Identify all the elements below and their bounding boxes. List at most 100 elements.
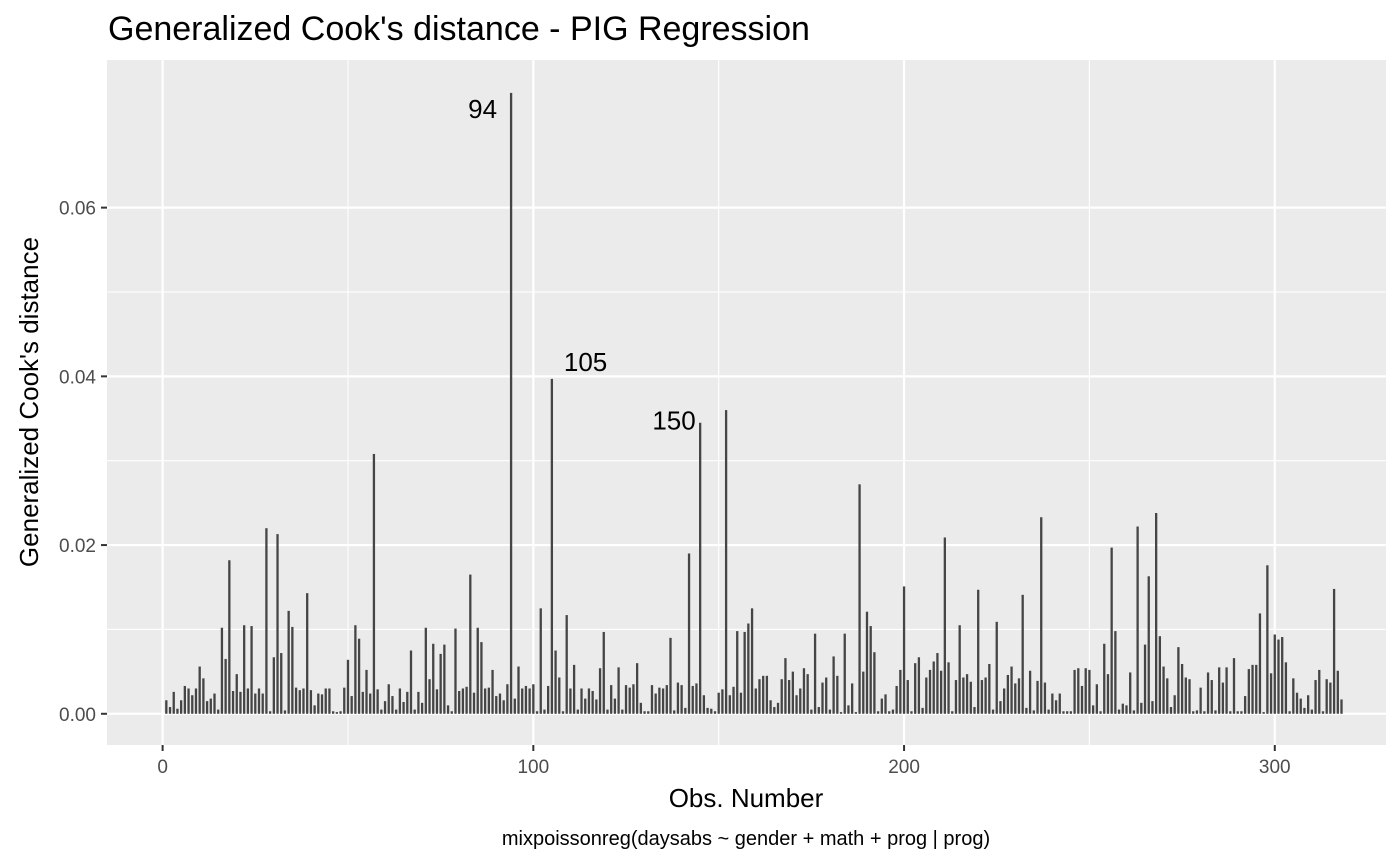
bar-obs-290 bbox=[1236, 711, 1239, 714]
bar-obs-55 bbox=[365, 669, 368, 714]
bar-obs-312 bbox=[1318, 669, 1321, 714]
x-axis-title: Obs. Number bbox=[669, 783, 824, 813]
bar-obs-75 bbox=[439, 653, 442, 714]
bar-obs-239 bbox=[1047, 709, 1050, 714]
bar-obs-51 bbox=[350, 696, 353, 714]
bar-obs-258 bbox=[1117, 709, 1121, 714]
bar-obs-282 bbox=[1206, 672, 1210, 714]
bar-obs-17 bbox=[224, 658, 227, 714]
bar-obs-192 bbox=[873, 652, 876, 714]
bar-obs-184 bbox=[843, 633, 846, 714]
bar-obs-176 bbox=[813, 633, 817, 714]
bar-obs-232 bbox=[1021, 594, 1024, 714]
bar-obs-317 bbox=[1336, 670, 1339, 714]
bar-obs-146 bbox=[702, 695, 706, 714]
bar-obs-231 bbox=[1017, 678, 1021, 714]
bar-obs-103 bbox=[543, 709, 546, 714]
bar-obs-10 bbox=[198, 666, 201, 714]
bar-obs-158 bbox=[747, 623, 750, 714]
bar-obs-196 bbox=[888, 711, 891, 714]
bar-obs-59 bbox=[380, 709, 383, 714]
bar-obs-246 bbox=[1073, 669, 1076, 714]
bar-obs-288 bbox=[1229, 711, 1232, 714]
bar-obs-174 bbox=[806, 674, 809, 714]
x-tick-label: 200 bbox=[888, 757, 920, 778]
bar-obs-8 bbox=[191, 695, 194, 714]
bar-obs-198 bbox=[895, 685, 898, 714]
bar-obs-212 bbox=[947, 662, 950, 714]
bar-obs-145 bbox=[699, 422, 702, 714]
bar-obs-259 bbox=[1121, 703, 1124, 714]
bar-obs-13 bbox=[209, 698, 212, 714]
bar-obs-277 bbox=[1188, 679, 1191, 714]
bar-obs-23 bbox=[246, 688, 250, 714]
bar-obs-292 bbox=[1243, 696, 1247, 714]
bar-obs-47 bbox=[335, 712, 338, 714]
bar-obs-254 bbox=[1103, 643, 1106, 714]
bar-obs-48 bbox=[339, 711, 342, 714]
bar-obs-30 bbox=[272, 657, 275, 714]
bar-obs-148 bbox=[710, 708, 713, 714]
annotations: 94 105 150 bbox=[468, 94, 696, 436]
bar-obs-91 bbox=[498, 693, 502, 714]
annotation-label-94: 94 bbox=[468, 94, 497, 124]
bar-obs-247 bbox=[1077, 668, 1080, 714]
bar-obs-256 bbox=[1110, 547, 1113, 714]
bar-obs-42 bbox=[317, 693, 320, 714]
bar-obs-38 bbox=[302, 688, 305, 714]
bar-obs-195 bbox=[884, 694, 887, 714]
bar-obs-249 bbox=[1084, 668, 1087, 714]
bar-obs-58 bbox=[376, 689, 379, 714]
bar-obs-201 bbox=[906, 680, 909, 714]
bar-obs-253 bbox=[1099, 711, 1102, 714]
bar-obs-102 bbox=[539, 608, 542, 714]
bar-obs-99 bbox=[528, 688, 531, 714]
bar-obs-141 bbox=[684, 707, 687, 714]
bar-obs-134 bbox=[658, 687, 661, 714]
bar-obs-67 bbox=[409, 650, 413, 714]
bar-obs-182 bbox=[836, 675, 839, 714]
bar-obs-281 bbox=[1203, 711, 1206, 714]
bar-obs-78 bbox=[450, 711, 453, 714]
bar-obs-70 bbox=[420, 702, 424, 714]
bar-obs-234 bbox=[1028, 670, 1032, 714]
bar-obs-163 bbox=[765, 675, 769, 714]
bar-obs-284 bbox=[1214, 710, 1217, 714]
bar-obs-209 bbox=[936, 653, 939, 714]
bar-obs-120 bbox=[606, 709, 609, 714]
bar-obs-210 bbox=[939, 670, 943, 714]
bar-obs-41 bbox=[313, 705, 316, 714]
bar-obs-169 bbox=[787, 680, 791, 714]
bar-obs-139 bbox=[676, 682, 680, 714]
bar-obs-142 bbox=[687, 553, 691, 714]
bar-obs-65 bbox=[402, 701, 405, 714]
bar-obs-242 bbox=[1058, 693, 1061, 714]
bar-obs-111 bbox=[572, 664, 576, 714]
bar-obs-21 bbox=[239, 691, 242, 714]
bar-obs-131 bbox=[647, 711, 650, 714]
bar-obs-191 bbox=[869, 626, 872, 714]
bar-obs-315 bbox=[1329, 682, 1332, 714]
bar-obs-87 bbox=[483, 688, 487, 714]
bar-obs-54 bbox=[361, 691, 364, 714]
bar-obs-31 bbox=[276, 534, 279, 714]
bar-obs-194 bbox=[880, 698, 883, 714]
bar-obs-136 bbox=[665, 685, 668, 714]
bar-obs-66 bbox=[406, 691, 409, 714]
bar-obs-278 bbox=[1192, 711, 1195, 714]
bar-obs-189 bbox=[862, 671, 865, 714]
bar-obs-313 bbox=[1321, 711, 1325, 714]
bar-obs-53 bbox=[357, 638, 361, 714]
bar-obs-311 bbox=[1314, 680, 1317, 714]
bar-obs-220 bbox=[977, 589, 980, 714]
bar-obs-268 bbox=[1155, 513, 1158, 714]
bar-obs-92 bbox=[502, 700, 505, 714]
bar-obs-271 bbox=[1166, 678, 1169, 714]
bar-obs-9 bbox=[194, 688, 198, 714]
bar-obs-100 bbox=[532, 684, 535, 714]
bar-obs-295 bbox=[1255, 664, 1258, 714]
bar-obs-218 bbox=[969, 681, 972, 714]
bar-obs-244 bbox=[1066, 711, 1069, 714]
chart-title: Generalized Cook's distance - PIG Regres… bbox=[108, 10, 810, 48]
